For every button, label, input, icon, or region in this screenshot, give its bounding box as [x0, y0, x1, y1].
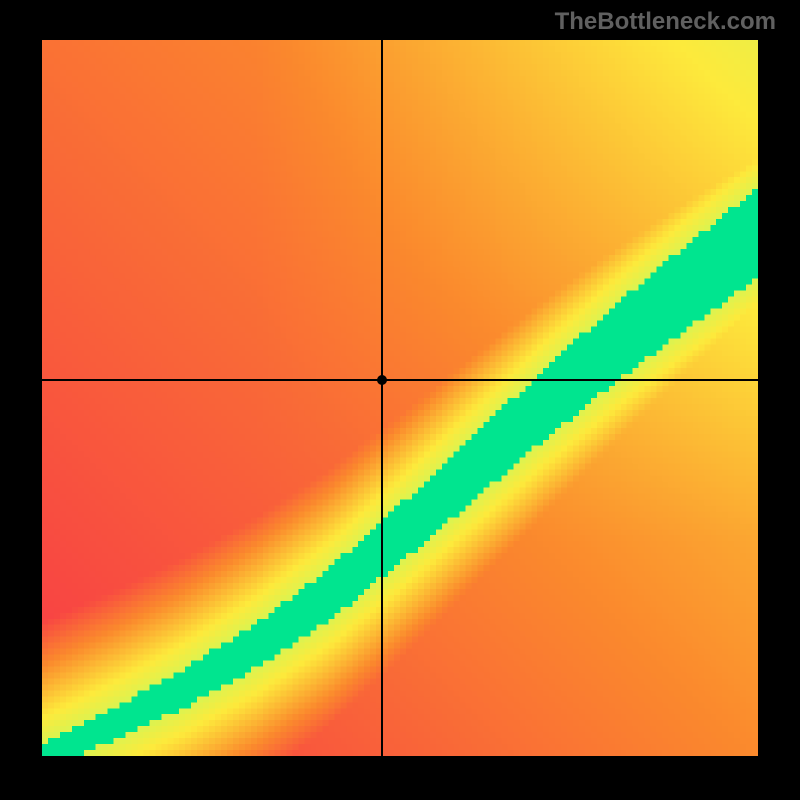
chart-root: TheBottleneck.com: [0, 0, 800, 800]
crosshair-horizontal: [42, 379, 758, 381]
watermark-text: TheBottleneck.com: [555, 8, 776, 36]
bottleneck-heatmap: [42, 40, 758, 756]
crosshair-vertical: [381, 40, 383, 756]
